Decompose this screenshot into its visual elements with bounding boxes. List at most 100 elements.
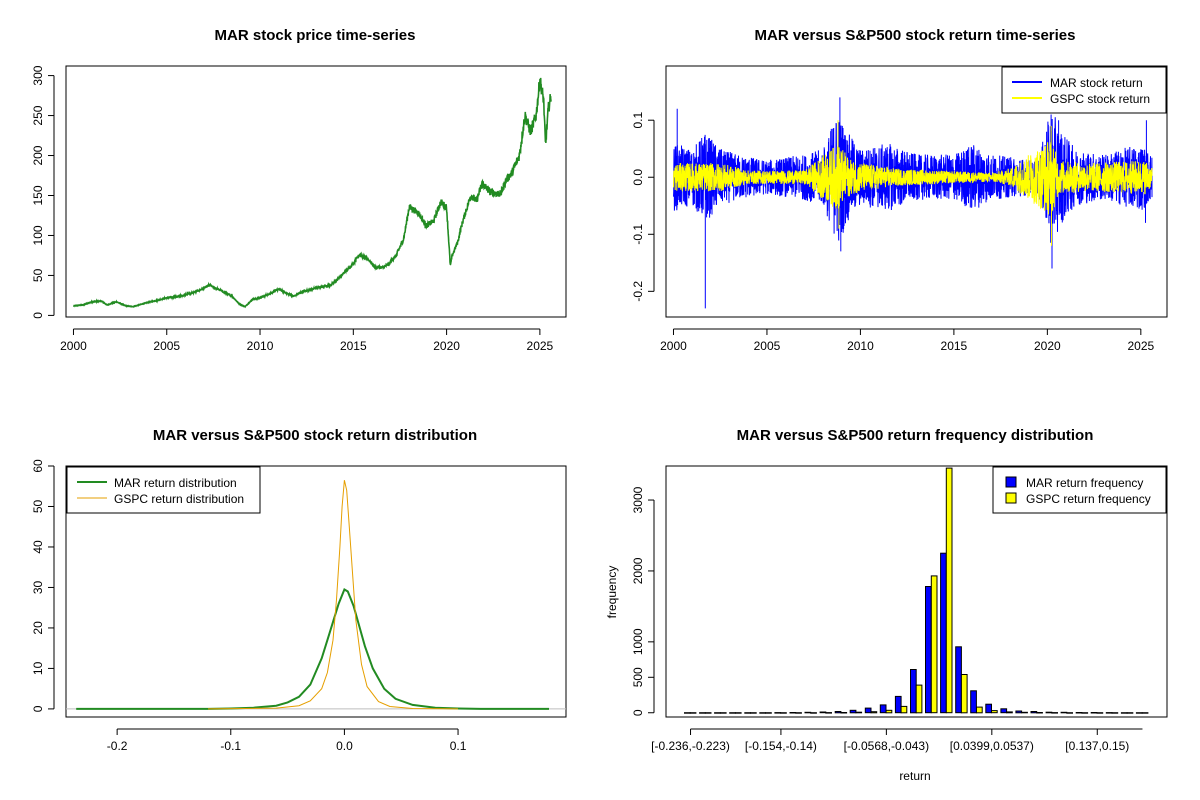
returns-x-tick-label: 2005 — [754, 339, 781, 353]
returns-y-tick-label: -0.1 — [631, 224, 645, 245]
returns-chart: MAR versus S&P500 stock return time-seri… — [631, 27, 1168, 353]
frequency-bar-mar — [834, 711, 842, 714]
price-y-tick-label: 250 — [31, 105, 45, 125]
price-y-tick-label: 200 — [31, 145, 45, 165]
returns-x-tick-label: 2010 — [847, 339, 874, 353]
density-y-tick-label: 60 — [31, 459, 45, 473]
returns-y-tick-label: 0.0 — [631, 169, 645, 186]
frequency-bar-gspc — [855, 711, 863, 714]
density-y-tick-label: 30 — [31, 580, 45, 594]
frequency-bar-gspc — [991, 710, 998, 714]
frequency-bar-mar — [849, 709, 857, 714]
density-chart: MAR versus S&P500 stock return distribut… — [31, 427, 567, 753]
returns-legend: MAR stock return GSPC stock return — [1001, 66, 1167, 114]
density-legend-label-mar: MAR return distribution — [114, 476, 237, 490]
frequency-bar-gspc — [885, 709, 893, 714]
frequency-bar-gspc — [765, 712, 772, 714]
frequency-bar-mar — [1015, 710, 1023, 714]
frequency-ylabel: frequency — [605, 566, 619, 619]
frequency-bar-gspc — [1081, 712, 1089, 714]
density-y-tick-label: 40 — [31, 540, 45, 554]
density-chart-title: MAR versus S&P500 stock return distribut… — [153, 427, 477, 444]
price-series-line — [72, 77, 552, 309]
density-y-tick-label: 0 — [31, 705, 45, 712]
frequency-bar-mar — [925, 586, 932, 714]
frequency-x-tick-label: [-0.236,-0.223) — [651, 739, 730, 753]
frequency-bar-gspc — [1036, 712, 1043, 714]
price-x-tick-label: 2000 — [60, 339, 87, 353]
frequency-y-tick-label: 2000 — [631, 557, 645, 584]
density-x-tick-label: -0.2 — [107, 739, 128, 753]
frequency-bar-gspc — [840, 712, 848, 714]
frequency-bar-mar — [714, 712, 721, 714]
returns-x-tick-label: 2025 — [1127, 339, 1154, 353]
frequency-bar-mar — [1000, 708, 1008, 714]
frequency-legend-key-mar — [1005, 476, 1017, 488]
density-x-tick-label: 0.1 — [450, 739, 467, 753]
price-x-tick-label: 2025 — [527, 339, 554, 353]
density-legend-label-gspc: GSPC return distribution — [114, 492, 244, 506]
density-series-mar — [76, 588, 549, 710]
frequency-bar-mar — [1030, 711, 1038, 714]
frequency-bar-mar — [744, 712, 751, 714]
frequency-bar-gspc — [900, 705, 908, 714]
frequency-bar-gspc — [915, 684, 923, 714]
frequency-bar-gspc — [719, 712, 727, 714]
frequency-y-tick-label: 500 — [631, 667, 645, 687]
frequency-bar-mar — [879, 704, 887, 714]
frequency-bar-mar — [1090, 712, 1098, 714]
frequency-bar-gspc — [1006, 711, 1013, 714]
price-x-tick-label: 2015 — [340, 339, 367, 353]
frequency-bar-gspc — [870, 711, 878, 714]
frequency-bar-gspc — [810, 712, 817, 714]
frequency-bar-gspc — [704, 712, 712, 714]
price-y-tick-label: 50 — [31, 268, 45, 282]
density-x-tick-label: -0.1 — [220, 739, 241, 753]
frequency-x-tick-label: [-0.0568,-0.043) — [844, 739, 929, 753]
density-plot-frame — [65, 465, 567, 718]
returns-x-tick-label: 2000 — [660, 339, 687, 353]
frequency-bar-mar — [1060, 711, 1068, 714]
frequency-bar-mar — [729, 712, 736, 714]
frequency-bar-mar — [1135, 712, 1143, 714]
frequency-legend-label-gspc: GSPC return frequency — [1026, 492, 1151, 506]
price-x-tick-label: 2020 — [433, 339, 460, 353]
price-chart: MAR stock price time-series 2000 2005 2010… — [31, 27, 567, 353]
returns-chart-title: MAR versus S&P500 stock return time-seri… — [755, 27, 1076, 44]
returns-series-mar — [673, 97, 1153, 309]
frequency-bar-mar — [789, 712, 797, 714]
density-legend-box — [66, 466, 261, 514]
returns-legend-box — [1001, 66, 1167, 114]
price-y-tick-label: 0 — [31, 312, 45, 319]
frequency-bar-mar — [774, 712, 782, 714]
returns-y-tick-label: 0.1 — [631, 112, 645, 129]
frequency-bar-gspc — [780, 712, 787, 714]
frequency-bar-gspc — [750, 712, 757, 714]
density-y-tick-label: 10 — [31, 661, 45, 675]
frequency-bar-mar — [684, 712, 691, 714]
frequency-bar-mar — [699, 712, 706, 714]
price-y-tick-label: 100 — [31, 225, 45, 245]
frequency-bar-gspc — [734, 712, 742, 714]
returns-series-gspc — [673, 120, 1153, 246]
price-y-tick-label: 300 — [31, 65, 45, 85]
frequency-bar-gspc — [1066, 712, 1074, 714]
frequency-y-tick-label: 0 — [631, 709, 645, 716]
frequency-bar-gspc — [930, 575, 938, 714]
frequency-y-tick-label: 3000 — [631, 486, 645, 513]
density-x-tick-label: 0.0 — [336, 739, 353, 753]
density-y-tick-label: 20 — [31, 621, 45, 635]
frequency-bar-gspc — [945, 467, 953, 714]
density-y-tick-label: 50 — [31, 499, 45, 513]
frequency-legend-label-mar: MAR return frequency — [1026, 476, 1143, 490]
frequency-bar-mar — [1120, 712, 1128, 714]
frequency-y-tick-label: 1000 — [631, 628, 645, 655]
price-chart-title: MAR stock price time-series — [215, 27, 416, 44]
frequency-bar-mar — [1105, 712, 1113, 714]
frequency-chart-title: MAR versus S&P500 return frequency distr… — [737, 427, 1094, 444]
frequency-legend: MAR return frequency GSPC return frequen… — [992, 466, 1167, 514]
price-x-tick-label: 2005 — [153, 339, 180, 353]
frequency-bar-mar — [1045, 711, 1053, 714]
frequency-x-tick-label: [-0.154,-0.14) — [745, 739, 817, 753]
